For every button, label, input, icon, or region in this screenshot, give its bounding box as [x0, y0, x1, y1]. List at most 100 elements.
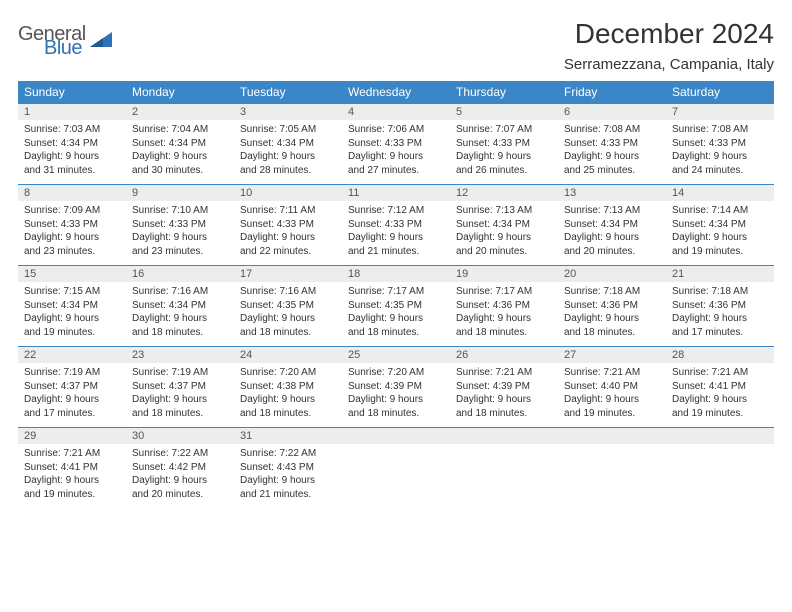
daylight-line-2: and 27 minutes. [348, 164, 444, 178]
day-content: Sunrise: 7:16 AMSunset: 4:35 PMDaylight:… [234, 282, 342, 346]
day-content: Sunrise: 7:19 AMSunset: 4:37 PMDaylight:… [126, 363, 234, 427]
day-content: Sunrise: 7:17 AMSunset: 4:36 PMDaylight:… [450, 282, 558, 346]
weekday-header: Sunday [18, 81, 126, 104]
sunset-line: Sunset: 4:33 PM [348, 137, 444, 151]
day-content: Sunrise: 7:19 AMSunset: 4:37 PMDaylight:… [18, 363, 126, 427]
day-number: 7 [666, 104, 774, 120]
calendar-row: 15Sunrise: 7:15 AMSunset: 4:34 PMDayligh… [18, 266, 774, 347]
sunset-line: Sunset: 4:35 PM [240, 299, 336, 313]
calendar-row: 8Sunrise: 7:09 AMSunset: 4:33 PMDaylight… [18, 185, 774, 266]
day-content: Sunrise: 7:18 AMSunset: 4:36 PMDaylight:… [666, 282, 774, 346]
daylight-line-1: Daylight: 9 hours [24, 474, 120, 488]
daylight-line-1: Daylight: 9 hours [348, 312, 444, 326]
day-content: Sunrise: 7:05 AMSunset: 4:34 PMDaylight:… [234, 120, 342, 184]
month-title: December 2024 [564, 18, 774, 50]
sunset-line: Sunset: 4:34 PM [240, 137, 336, 151]
day-content: Sunrise: 7:22 AMSunset: 4:43 PMDaylight:… [234, 444, 342, 508]
daylight-line-2: and 28 minutes. [240, 164, 336, 178]
daylight-line-2: and 18 minutes. [348, 326, 444, 340]
weekday-header: Thursday [450, 81, 558, 104]
empty-daynum [666, 428, 774, 444]
sunrise-line: Sunrise: 7:21 AM [672, 366, 768, 380]
calendar-cell: 17Sunrise: 7:16 AMSunset: 4:35 PMDayligh… [234, 266, 342, 347]
sunset-line: Sunset: 4:34 PM [24, 137, 120, 151]
daylight-line-1: Daylight: 9 hours [24, 231, 120, 245]
brand-text: General Blue [18, 24, 86, 58]
sunrise-line: Sunrise: 7:22 AM [132, 447, 228, 461]
day-content: Sunrise: 7:13 AMSunset: 4:34 PMDaylight:… [450, 201, 558, 265]
daylight-line-2: and 23 minutes. [132, 245, 228, 259]
sunrise-line: Sunrise: 7:21 AM [456, 366, 552, 380]
sunrise-line: Sunrise: 7:10 AM [132, 204, 228, 218]
daylight-line-1: Daylight: 9 hours [24, 150, 120, 164]
day-number: 1 [18, 104, 126, 120]
daylight-line-1: Daylight: 9 hours [672, 393, 768, 407]
weekday-header: Friday [558, 81, 666, 104]
daylight-line-2: and 19 minutes. [24, 326, 120, 340]
day-number: 6 [558, 104, 666, 120]
day-content: Sunrise: 7:16 AMSunset: 4:34 PMDaylight:… [126, 282, 234, 346]
daylight-line-1: Daylight: 9 hours [456, 393, 552, 407]
day-number: 12 [450, 185, 558, 201]
day-content: Sunrise: 7:14 AMSunset: 4:34 PMDaylight:… [666, 201, 774, 265]
calendar-cell: 23Sunrise: 7:19 AMSunset: 4:37 PMDayligh… [126, 347, 234, 428]
empty-daynum [450, 428, 558, 444]
calendar-cell: 13Sunrise: 7:13 AMSunset: 4:34 PMDayligh… [558, 185, 666, 266]
daylight-line-1: Daylight: 9 hours [456, 231, 552, 245]
daylight-line-1: Daylight: 9 hours [240, 312, 336, 326]
calendar-table: SundayMondayTuesdayWednesdayThursdayFrid… [18, 81, 774, 508]
day-content: Sunrise: 7:08 AMSunset: 4:33 PMDaylight:… [666, 120, 774, 184]
daylight-line-2: and 18 minutes. [240, 326, 336, 340]
daylight-line-1: Daylight: 9 hours [564, 393, 660, 407]
sunset-line: Sunset: 4:35 PM [348, 299, 444, 313]
calendar-cell: 24Sunrise: 7:20 AMSunset: 4:38 PMDayligh… [234, 347, 342, 428]
day-content: Sunrise: 7:21 AMSunset: 4:39 PMDaylight:… [450, 363, 558, 427]
daylight-line-1: Daylight: 9 hours [564, 312, 660, 326]
sunset-line: Sunset: 4:41 PM [672, 380, 768, 394]
empty-content [666, 444, 774, 496]
daylight-line-2: and 23 minutes. [24, 245, 120, 259]
calendar-cell: 21Sunrise: 7:18 AMSunset: 4:36 PMDayligh… [666, 266, 774, 347]
calendar-cell: 7Sunrise: 7:08 AMSunset: 4:33 PMDaylight… [666, 104, 774, 185]
weekday-header: Saturday [666, 81, 774, 104]
daylight-line-2: and 19 minutes. [564, 407, 660, 421]
sunset-line: Sunset: 4:41 PM [24, 461, 120, 475]
daylight-line-2: and 25 minutes. [564, 164, 660, 178]
daylight-line-1: Daylight: 9 hours [564, 150, 660, 164]
calendar-cell: 16Sunrise: 7:16 AMSunset: 4:34 PMDayligh… [126, 266, 234, 347]
calendar-cell [342, 428, 450, 509]
daylight-line-2: and 21 minutes. [348, 245, 444, 259]
daylight-line-1: Daylight: 9 hours [132, 231, 228, 245]
sunrise-line: Sunrise: 7:07 AM [456, 123, 552, 137]
daylight-line-1: Daylight: 9 hours [672, 312, 768, 326]
day-number: 20 [558, 266, 666, 282]
brand-word2: Blue [44, 38, 86, 58]
empty-daynum [342, 428, 450, 444]
daylight-line-1: Daylight: 9 hours [456, 150, 552, 164]
location: Serramezzana, Campania, Italy [564, 56, 774, 73]
calendar-cell: 27Sunrise: 7:21 AMSunset: 4:40 PMDayligh… [558, 347, 666, 428]
day-content: Sunrise: 7:20 AMSunset: 4:39 PMDaylight:… [342, 363, 450, 427]
day-number: 2 [126, 104, 234, 120]
daylight-line-1: Daylight: 9 hours [240, 474, 336, 488]
daylight-line-1: Daylight: 9 hours [348, 231, 444, 245]
sunset-line: Sunset: 4:43 PM [240, 461, 336, 475]
day-content: Sunrise: 7:20 AMSunset: 4:38 PMDaylight:… [234, 363, 342, 427]
day-number: 26 [450, 347, 558, 363]
day-content: Sunrise: 7:08 AMSunset: 4:33 PMDaylight:… [558, 120, 666, 184]
sunset-line: Sunset: 4:33 PM [672, 137, 768, 151]
sunrise-line: Sunrise: 7:03 AM [24, 123, 120, 137]
calendar-cell: 12Sunrise: 7:13 AMSunset: 4:34 PMDayligh… [450, 185, 558, 266]
day-number: 13 [558, 185, 666, 201]
sunset-line: Sunset: 4:34 PM [456, 218, 552, 232]
daylight-line-1: Daylight: 9 hours [132, 150, 228, 164]
sunset-line: Sunset: 4:37 PM [24, 380, 120, 394]
sunrise-line: Sunrise: 7:22 AM [240, 447, 336, 461]
daylight-line-1: Daylight: 9 hours [24, 312, 120, 326]
sunset-line: Sunset: 4:33 PM [348, 218, 444, 232]
calendar-cell: 26Sunrise: 7:21 AMSunset: 4:39 PMDayligh… [450, 347, 558, 428]
calendar-cell [558, 428, 666, 509]
calendar-body: 1Sunrise: 7:03 AMSunset: 4:34 PMDaylight… [18, 104, 774, 509]
day-number: 11 [342, 185, 450, 201]
day-content: Sunrise: 7:22 AMSunset: 4:42 PMDaylight:… [126, 444, 234, 508]
